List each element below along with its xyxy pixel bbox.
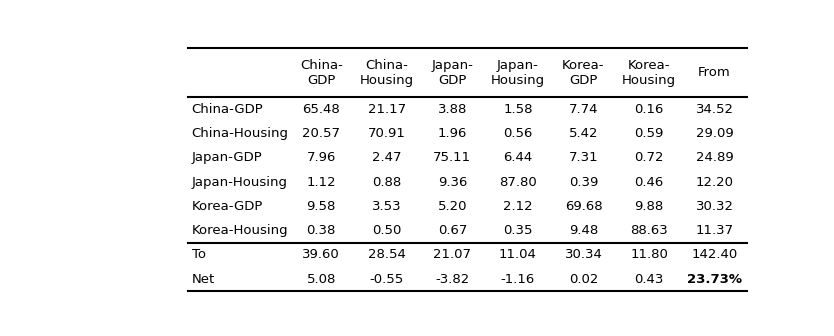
Text: From: From xyxy=(698,66,731,79)
Text: 0.43: 0.43 xyxy=(635,272,664,286)
Text: 0.35: 0.35 xyxy=(503,224,533,237)
Text: 7.96: 7.96 xyxy=(307,152,336,164)
Text: 30.32: 30.32 xyxy=(696,200,734,213)
Text: 5.08: 5.08 xyxy=(307,272,336,286)
Text: 69.68: 69.68 xyxy=(565,200,602,213)
Text: Japan-
Housing: Japan- Housing xyxy=(491,59,545,87)
Text: 24.89: 24.89 xyxy=(696,152,733,164)
Text: China-
Housing: China- Housing xyxy=(359,59,414,87)
Text: Japan-
GDP: Japan- GDP xyxy=(431,59,473,87)
Text: 0.50: 0.50 xyxy=(372,224,401,237)
Text: 2.12: 2.12 xyxy=(503,200,533,213)
Text: 142.40: 142.40 xyxy=(691,248,738,261)
Text: Korea-Housing: Korea-Housing xyxy=(192,224,288,237)
Text: 1.58: 1.58 xyxy=(503,103,533,116)
Text: 5.42: 5.42 xyxy=(569,127,598,140)
Text: 29.09: 29.09 xyxy=(696,127,733,140)
Text: 9.36: 9.36 xyxy=(438,176,467,188)
Text: 9.48: 9.48 xyxy=(569,224,598,237)
Text: 0.67: 0.67 xyxy=(438,224,467,237)
Text: To: To xyxy=(192,248,205,261)
Text: 75.11: 75.11 xyxy=(434,152,471,164)
Text: 0.16: 0.16 xyxy=(635,103,664,116)
Text: 11.80: 11.80 xyxy=(631,248,668,261)
Text: 20.57: 20.57 xyxy=(302,127,340,140)
Text: Japan-GDP: Japan-GDP xyxy=(192,152,262,164)
Text: 0.46: 0.46 xyxy=(635,176,664,188)
Text: 5.20: 5.20 xyxy=(438,200,467,213)
Text: Net: Net xyxy=(192,272,215,286)
Text: 23.73%: 23.73% xyxy=(687,272,742,286)
Text: 65.48: 65.48 xyxy=(303,103,340,116)
Text: 11.04: 11.04 xyxy=(499,248,537,261)
Text: 7.31: 7.31 xyxy=(569,152,598,164)
Text: 9.88: 9.88 xyxy=(635,200,664,213)
Text: 0.02: 0.02 xyxy=(569,272,598,286)
Text: 21.17: 21.17 xyxy=(368,103,406,116)
Text: -1.16: -1.16 xyxy=(500,272,535,286)
Text: 9.58: 9.58 xyxy=(307,200,336,213)
Text: Korea-
GDP: Korea- GDP xyxy=(562,59,605,87)
Text: Japan-Housing: Japan-Housing xyxy=(192,176,288,188)
Text: 0.88: 0.88 xyxy=(372,176,401,188)
Text: 12.20: 12.20 xyxy=(696,176,734,188)
Text: 0.38: 0.38 xyxy=(307,224,336,237)
Text: 0.39: 0.39 xyxy=(569,176,598,188)
Text: 11.37: 11.37 xyxy=(696,224,734,237)
Text: 0.59: 0.59 xyxy=(635,127,664,140)
Text: 87.80: 87.80 xyxy=(499,176,537,188)
Text: 2.47: 2.47 xyxy=(372,152,401,164)
Text: 88.63: 88.63 xyxy=(631,224,668,237)
Text: China-GDP: China-GDP xyxy=(192,103,264,116)
Text: China-Housing: China-Housing xyxy=(192,127,289,140)
Text: 30.34: 30.34 xyxy=(565,248,602,261)
Text: -0.55: -0.55 xyxy=(369,272,404,286)
Text: 1.12: 1.12 xyxy=(306,176,336,188)
Text: 7.74: 7.74 xyxy=(569,103,598,116)
Text: 3.88: 3.88 xyxy=(438,103,467,116)
Text: 34.52: 34.52 xyxy=(696,103,734,116)
Text: Korea-GDP: Korea-GDP xyxy=(192,200,263,213)
Text: China-
GDP: China- GDP xyxy=(299,59,343,87)
Text: 6.44: 6.44 xyxy=(503,152,533,164)
Text: 1.96: 1.96 xyxy=(438,127,467,140)
Text: 39.60: 39.60 xyxy=(303,248,340,261)
Text: 3.53: 3.53 xyxy=(372,200,402,213)
Text: 70.91: 70.91 xyxy=(368,127,405,140)
Text: 21.07: 21.07 xyxy=(434,248,471,261)
Text: 28.54: 28.54 xyxy=(368,248,405,261)
Text: 0.56: 0.56 xyxy=(503,127,533,140)
Text: -3.82: -3.82 xyxy=(435,272,470,286)
Text: 0.72: 0.72 xyxy=(635,152,664,164)
Text: Korea-
Housing: Korea- Housing xyxy=(622,59,676,87)
